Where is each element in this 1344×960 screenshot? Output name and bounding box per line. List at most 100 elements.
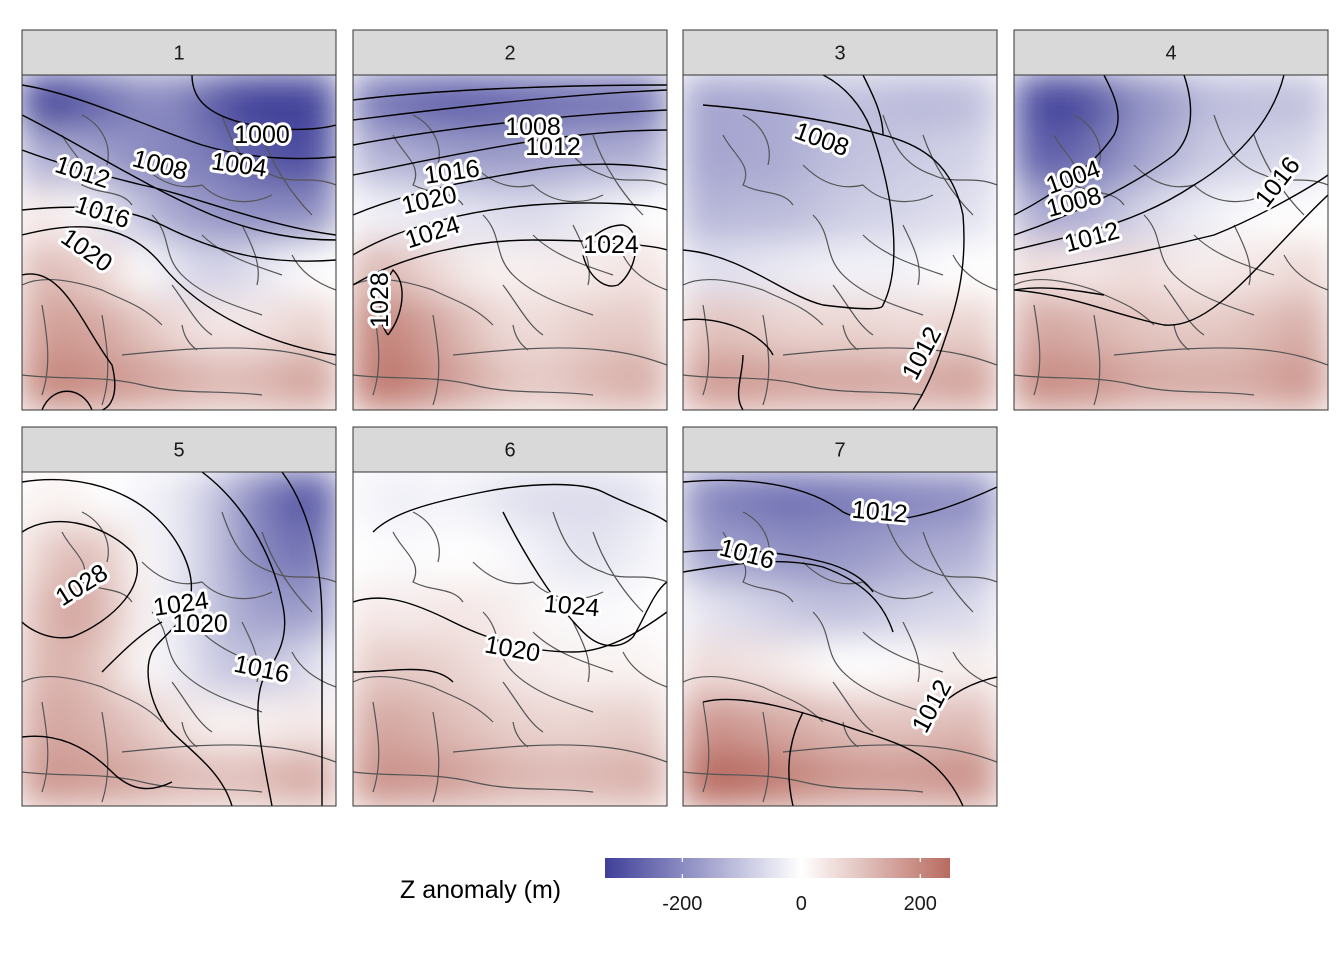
anomaly-cell [230,297,268,356]
anomaly-cell [195,297,233,356]
anomaly-cell [961,185,997,244]
isobar-line [1014,174,1328,276]
anomaly-cell [526,526,564,585]
isobar-line [22,206,336,262]
anomaly-cell [491,241,529,300]
anomaly-cell [386,749,424,806]
colorbar-legend: Z anomaly (m) -200 0 200 [400,858,950,915]
colorbar-tick-label: 0 [796,893,807,915]
anomaly-cell [786,129,824,188]
anomaly-cell [421,472,459,529]
anomaly-cell [195,526,233,585]
anomaly-cell [786,75,824,132]
anomaly-cell [160,297,198,356]
anomaly-cell [421,185,459,244]
anomaly-cell [1152,353,1190,410]
anomaly-cell [561,75,599,132]
anomaly-cell [125,241,163,300]
anomaly-cell [230,526,268,585]
anomaly-cell [716,241,754,300]
anomaly-cell [421,353,459,410]
anomaly-cell [421,526,459,585]
anomaly-cell [160,749,198,806]
anomaly-cell [456,638,494,696]
isobar-label: 1024 [543,590,601,623]
anomaly-cell [230,582,268,640]
panel-border [21,74,337,411]
anomaly-cell [716,353,754,410]
isobar-label: 1000 [234,121,290,149]
anomaly-cell [300,749,336,806]
anomaly-cell [631,241,667,300]
anomaly-cell [55,129,93,188]
anomaly-cell [300,693,336,752]
anomaly-cell [526,353,564,410]
anomaly-cell [386,129,424,188]
anomaly-cell [491,297,529,356]
isobar-line [1014,75,1192,236]
anomaly-cell [230,129,268,188]
anomaly-cell [1117,185,1155,244]
anomaly-cell [683,472,719,529]
anomaly-cell [821,749,859,806]
anomaly-cell [961,297,997,356]
anomaly-cell [596,582,634,640]
facet-strip-label: 4 [1165,43,1176,65]
anomaly-cell [265,241,303,300]
anomaly-cell [265,297,303,356]
anomaly-cell [961,241,997,300]
isobar-line [353,109,667,146]
anomaly-cell [1014,75,1050,132]
anomaly-cell [856,472,894,529]
isobar-line [22,84,336,160]
anomaly-cell [786,582,824,640]
anomaly-cell [683,582,719,640]
legend-title: Z anomaly (m) [400,876,561,904]
anomaly-cell [353,749,389,806]
anomaly-cell [561,582,599,640]
anomaly-cell [1187,75,1225,132]
anomaly-cell [195,472,233,529]
anomaly-cell [786,472,824,529]
anomaly-cell [1047,297,1085,356]
anomaly-cell [353,353,389,410]
anomaly-field [683,75,997,410]
anomaly-cell [751,582,789,640]
anomaly-cell [1152,241,1190,300]
anomaly-cell [1222,241,1260,300]
anomaly-field [22,75,336,410]
anomaly-field [353,472,667,806]
isobar-line [201,472,286,806]
isobar-line [582,224,637,287]
anomaly-cell [751,241,789,300]
isobar-line [353,239,667,286]
anomaly-cell [596,353,634,410]
anomaly-cell [386,693,424,752]
anomaly-cell [926,582,964,640]
colorbar-tick-label: -200 [662,893,702,915]
anomaly-cell [421,241,459,300]
panel-border [682,471,998,807]
anomaly-cell [353,75,389,132]
anomaly-cell [1014,353,1050,410]
anomaly-cell [821,241,859,300]
anomaly-cell [1117,75,1155,132]
isobar-label: 1008 [505,113,561,141]
isobar-line [502,511,667,647]
isobar-line [353,668,454,683]
anomaly-cell [491,749,529,806]
anomaly-cell [821,582,859,640]
anomaly-cell [230,472,268,529]
anomaly-cell [926,353,964,410]
anomaly-cell [856,185,894,244]
anomaly-cell [353,526,389,585]
isobar-line [353,84,667,101]
panel-border [352,471,668,807]
anomaly-cell [22,638,58,696]
anomaly-cell [683,693,719,752]
anomaly-cell [856,75,894,132]
anomaly-cell [386,472,424,529]
isobar-line [22,273,116,410]
anomaly-cell [786,241,824,300]
